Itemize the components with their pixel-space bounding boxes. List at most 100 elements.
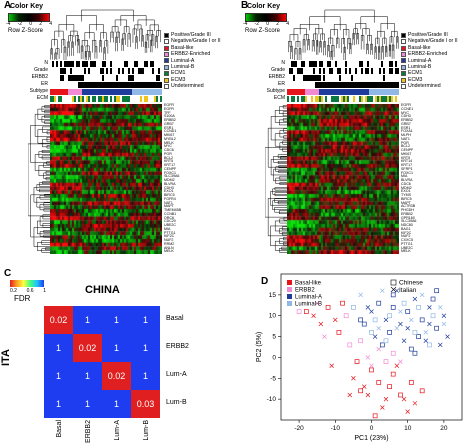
legend-label: Chinese — [399, 280, 423, 287]
annotation-cell — [104, 68, 107, 74]
gene-label: S100A — [164, 114, 175, 119]
data-point — [416, 334, 421, 339]
annotation-cell — [351, 82, 354, 88]
annotation-cell — [98, 96, 101, 102]
fdr-cell: 1 — [55, 343, 61, 353]
legend-item: ECM3 — [164, 77, 221, 83]
annotation-cell — [301, 61, 304, 67]
annotation-cell — [301, 68, 304, 74]
gene-label: KIF2C — [401, 230, 412, 235]
annotation-cell — [88, 82, 91, 88]
annotation-cell — [118, 96, 121, 102]
legend: Positive/Grade III Negative/Grade I or I… — [164, 32, 221, 90]
annotation-cell — [150, 61, 153, 67]
annotation-cell — [327, 75, 330, 81]
annotation-cell — [365, 61, 368, 67]
annotation-cell — [331, 89, 334, 95]
annotation-cell — [92, 61, 95, 67]
annotation-cell — [299, 61, 302, 67]
annotation-cell — [132, 75, 135, 81]
annotation-cell — [134, 75, 137, 81]
annotation-cell — [126, 75, 129, 81]
annotation-cell — [397, 75, 400, 81]
annotation-cell — [373, 68, 376, 74]
gene-label: EXO1 — [401, 189, 411, 194]
annotation-cell — [387, 68, 390, 74]
annotation-cell — [150, 68, 153, 74]
y-tick-label: 5 — [272, 334, 276, 341]
annotation-cell — [351, 75, 354, 81]
data-point — [412, 330, 418, 335]
annotation-cell — [74, 75, 77, 81]
annotation-cell — [110, 89, 113, 95]
annotation-cell — [72, 61, 75, 67]
annotation-cell — [371, 68, 374, 74]
annotation-cell — [66, 96, 69, 102]
annotation-cell — [128, 89, 131, 95]
annotation-cell — [375, 61, 378, 67]
annotation-cell — [154, 75, 157, 81]
annotation-cell — [341, 68, 344, 74]
annotation-cell — [142, 68, 145, 74]
x-tick-label: 20 — [440, 425, 448, 432]
panel-label: D — [261, 276, 269, 287]
annotation-cell — [365, 75, 368, 81]
annotation-cell — [387, 75, 390, 81]
legend-swatch — [287, 294, 292, 299]
annotation-cell — [56, 68, 59, 74]
gene-label: TMEM45B — [164, 208, 181, 212]
annotation-cell — [375, 75, 378, 81]
gene-label: PTTG1 — [164, 230, 176, 235]
gene-label: MYC — [164, 144, 172, 149]
gene-label: FGFR4 — [164, 196, 176, 201]
gene-label: UBE2C — [164, 223, 176, 227]
annotation-cell — [307, 75, 310, 81]
annotation-cell — [313, 75, 316, 81]
legend-item: Luminal-B — [164, 64, 221, 70]
annotation-cell — [116, 96, 119, 102]
annotation-cell — [363, 96, 366, 102]
annotation-cell — [297, 75, 300, 81]
annotation-cell — [68, 75, 71, 81]
annotation-cell — [345, 96, 348, 102]
panel-label: C — [4, 268, 12, 279]
data-point — [394, 363, 400, 369]
annotation-cell — [381, 61, 384, 67]
x-tick-label: 0 — [370, 425, 374, 432]
annotation-cell — [325, 96, 328, 102]
data-point — [376, 346, 381, 352]
annotation-cell — [160, 82, 163, 88]
annotation-cell — [84, 61, 87, 67]
annotation-cell — [160, 61, 163, 67]
annotation-cell — [391, 61, 394, 67]
color-key-axis-label: Row Z-Score — [8, 28, 44, 34]
fdr-cell: 1 — [113, 399, 119, 409]
annotation-cell — [311, 96, 314, 102]
annotation-cell — [106, 75, 109, 81]
annotation-cell — [50, 82, 53, 88]
gene-label: PTTG1 — [401, 241, 413, 246]
gene-label: CDH3 — [164, 185, 174, 190]
annotation-cell — [309, 61, 312, 67]
annotation-cell — [70, 82, 73, 88]
annotation-cell — [349, 89, 352, 95]
annotation-cell — [52, 82, 55, 88]
legend-item: Basal-like — [401, 45, 458, 51]
annotation-cell — [325, 75, 328, 81]
data-point — [445, 334, 450, 339]
annotation-cell — [333, 96, 336, 102]
annotation-cell — [293, 96, 296, 102]
annotation-cell — [329, 75, 332, 81]
data-point — [347, 392, 353, 398]
annotation-cell — [118, 89, 121, 95]
gene-label: EXO1 — [164, 189, 174, 194]
legend-item: ECM1 — [164, 70, 221, 76]
annotation-cell — [102, 96, 105, 102]
annotation-cell — [297, 82, 300, 88]
fdr-cell: 1 — [55, 399, 61, 409]
annotation-cell — [158, 96, 161, 102]
annotation-cell — [158, 61, 161, 67]
gene-label: MAPT — [401, 200, 411, 205]
annotation-cell — [319, 96, 322, 102]
legend-item: Undetermined — [164, 83, 221, 89]
